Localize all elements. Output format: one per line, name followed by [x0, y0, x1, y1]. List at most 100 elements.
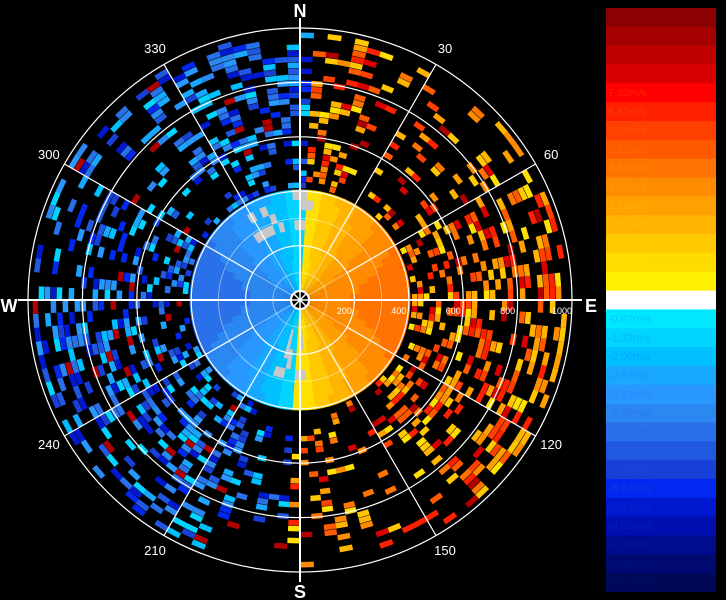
echo-cell: [63, 324, 71, 338]
echo-cell: [94, 416, 106, 430]
echo-cell: [195, 151, 207, 161]
echo-cell: [399, 404, 409, 415]
echo-cell: [41, 340, 50, 355]
echo-cell: [359, 349, 372, 361]
echo-cell: [308, 303, 320, 310]
echo-cell: [135, 498, 150, 512]
echo-cell: [261, 57, 276, 65]
echo-cell: [99, 352, 108, 365]
echo-cell: [32, 313, 40, 328]
echo-cell: [321, 160, 330, 167]
echo-cell: [299, 219, 306, 231]
echo-cell: [117, 271, 125, 282]
echo-cell: [447, 132, 460, 145]
azimuth-spoke: [64, 326, 254, 437]
echo-cell: [288, 328, 294, 340]
echo-cell: [271, 307, 283, 314]
colorbar-label: 6.67m/s: [608, 106, 648, 118]
echo-cell: [324, 235, 334, 248]
echo-cell: [305, 282, 313, 292]
echo-cell: [165, 445, 177, 457]
echo-cell: [335, 314, 347, 323]
range-label: 200: [337, 306, 352, 316]
echo-cell: [308, 290, 320, 297]
echo-cell: [181, 88, 195, 100]
echo-cell: [339, 304, 351, 309]
echo-cell: [500, 208, 511, 222]
echo-cell: [541, 351, 550, 367]
echo-cell: [348, 241, 360, 254]
echo-cell: [558, 327, 567, 342]
colorbar-swatch: [606, 497, 716, 518]
echo-cell: [277, 278, 287, 287]
echo-cell: [104, 410, 116, 423]
range-label: 600: [446, 306, 461, 316]
echo-cell: [451, 459, 464, 473]
echo-cell: [192, 506, 206, 517]
echo-cell: [351, 245, 364, 258]
echo-cell: [435, 353, 444, 363]
echo-cell: [269, 270, 280, 280]
echo-cell: [319, 290, 330, 296]
echo-cell: [434, 161, 446, 173]
echo-cell: [247, 134, 258, 143]
echo-cell: [204, 262, 217, 273]
echo-cell: [416, 280, 423, 288]
echo-cell: [517, 186, 528, 201]
echo-cell: [339, 294, 351, 299]
echo-cell: [299, 359, 306, 371]
echo-cell: [316, 309, 327, 318]
colorbar-label: 8.00m/s: [608, 69, 648, 81]
range-label: 1000: [552, 306, 572, 316]
echo-cell: [259, 292, 271, 297]
echo-cell: [419, 380, 429, 391]
echo-cell: [157, 454, 170, 466]
echo-cell: [221, 274, 234, 284]
echo-cell: [401, 385, 410, 395]
echo-cell: [285, 307, 294, 316]
echo-cell: [339, 108, 351, 117]
echo-cell: [236, 342, 249, 355]
echo-cell: [193, 414, 204, 424]
compass-east-label: E: [585, 296, 597, 316]
echo-cell: [228, 239, 241, 251]
echo-cell: [435, 300, 442, 308]
echo-cell: [556, 340, 565, 356]
echo-cell: [477, 229, 486, 242]
echo-cell: [317, 267, 327, 278]
echo-cell: [466, 234, 475, 245]
colorbar-swatch: [606, 271, 716, 292]
echo-cell: [355, 273, 368, 282]
echo-cell: [306, 307, 315, 316]
echo-cell: [123, 272, 131, 283]
echo-cell: [320, 270, 331, 280]
echo-cell: [158, 300, 165, 308]
echo-cell: [264, 130, 275, 138]
echo-cell: [451, 230, 461, 241]
echo-cell: [278, 92, 290, 100]
echo-cell: [68, 154, 81, 169]
echo-cell: [323, 523, 337, 531]
echo-cell: [358, 514, 372, 524]
echo-cell: [116, 241, 126, 253]
echo-cell: [75, 264, 83, 278]
echo-cell: [492, 429, 505, 444]
echo-cell: [391, 396, 401, 406]
echo-cell: [167, 348, 176, 358]
echo-cell: [507, 300, 514, 312]
radar-site-icon: [290, 290, 310, 310]
echo-cell: [464, 494, 479, 508]
echo-cell: [236, 230, 249, 243]
echo-cell: [252, 259, 263, 270]
echo-cell: [286, 283, 295, 293]
echo-cell: [110, 119, 124, 133]
colorbar-label: 0.00m/s: [608, 295, 648, 307]
echo-cell: [538, 338, 547, 352]
echo-cell: [519, 431, 532, 446]
echo-cell: [307, 287, 318, 295]
echo-cell: [429, 192, 439, 203]
echo-cell: [340, 234, 352, 247]
echo-cell: [369, 291, 381, 298]
echo-cell: [184, 249, 193, 258]
echo-cell: [235, 492, 248, 501]
